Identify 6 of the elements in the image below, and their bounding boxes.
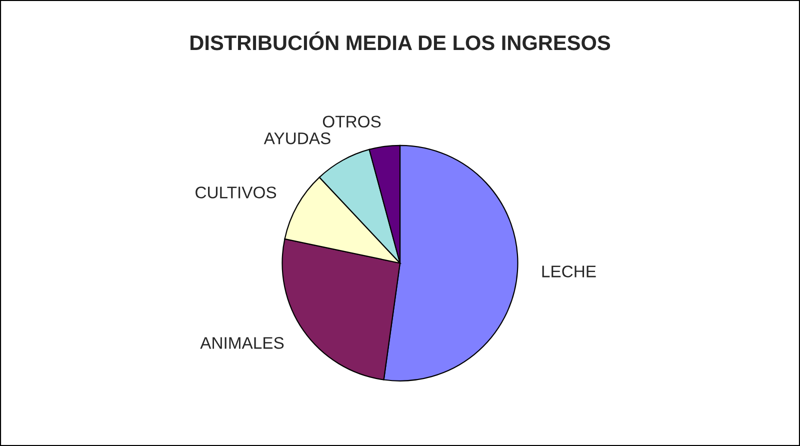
slice-label: OTROS — [322, 116, 381, 128]
chart-title: DISTRIBUCIÓN MEDIA DE LOS INGRESOS — [190, 32, 610, 50]
slice-label: AYUDAS — [264, 132, 330, 144]
slice-label: LECHE — [542, 266, 596, 278]
slice-label: CULTIVOS — [196, 186, 276, 198]
slice-label: ANIMALES — [200, 337, 284, 349]
